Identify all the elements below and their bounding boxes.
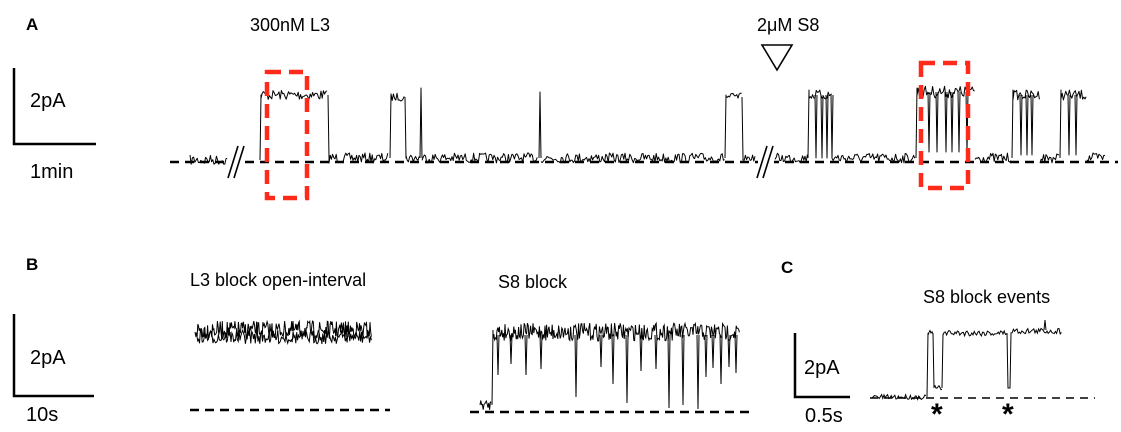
scale-b-x-label: 10s	[26, 404, 59, 426]
panel-b-label: B	[26, 255, 39, 274]
scale-bar-c	[793, 333, 850, 399]
axis-break-1	[227, 145, 245, 179]
drug-label-l3: 300nM L3	[250, 15, 331, 35]
scale-b-y-label: 2pA	[30, 347, 66, 369]
trace-c-s8-events	[871, 319, 1062, 401]
scale-bar-b	[12, 314, 94, 398]
trace-b-s8-block	[479, 321, 740, 410]
panel-c-label: C	[781, 258, 794, 277]
trace-a-right	[774, 85, 1106, 164]
title-s8-block: S8 block	[498, 272, 568, 292]
scale-bar-a	[12, 68, 96, 146]
s8-application-arrowhead	[760, 44, 794, 72]
title-l3-block-open-interval: L3 block open-interval	[190, 270, 367, 290]
block-event-marker-1: *	[931, 398, 943, 431]
panel-a-label: A	[26, 15, 39, 34]
trace-a-left	[189, 87, 756, 165]
scale-c-x-label: 0.5s	[805, 405, 843, 427]
scale-a-x-label: 1min	[30, 161, 74, 183]
drug-label-s8: 2μM S8	[757, 15, 820, 35]
axis-break-2	[756, 145, 774, 179]
scale-a-y-label: 2pA	[30, 90, 66, 112]
block-event-marker-2: *	[1002, 398, 1014, 431]
trace-b-l3-open-interval	[194, 319, 372, 346]
highlight-box-s8	[918, 60, 971, 191]
scale-c-y-label: 2pA	[804, 357, 840, 379]
title-s8-block-events: S8 block events	[923, 287, 1051, 307]
highlight-box-l3	[264, 69, 310, 201]
